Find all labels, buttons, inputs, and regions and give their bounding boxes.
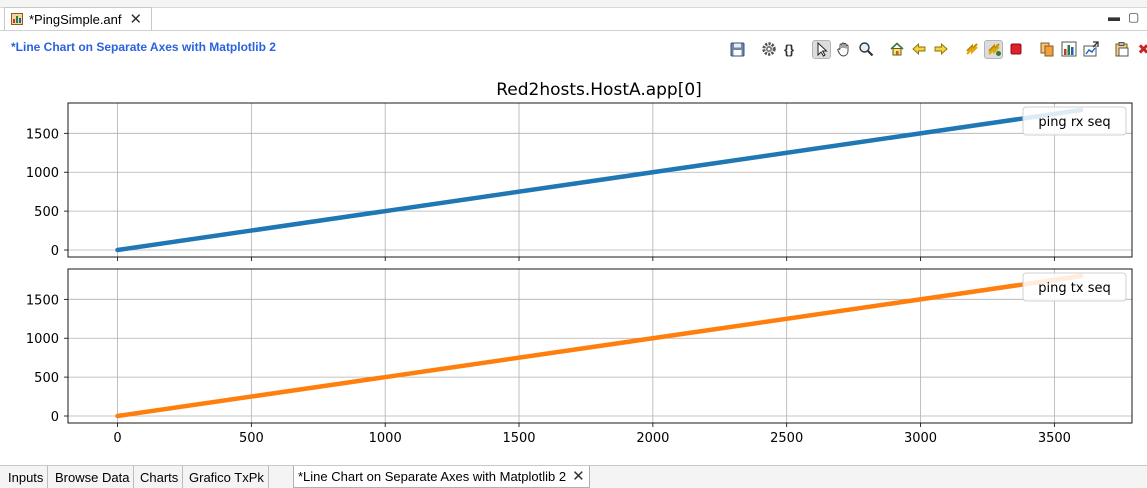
axes-top: 0 500 1000 1500 ping rx seq <box>26 102 1133 261</box>
refresh-icon[interactable] <box>962 40 981 59</box>
copy-icon[interactable] <box>1037 40 1056 59</box>
chart-name-heading: *Line Chart on Separate Axes with Matplo… <box>11 40 276 54</box>
x-tick-label-0: 0 <box>113 431 121 446</box>
tab-line-chart-label: *Line Chart on Separate Axes with Matplo… <box>298 469 567 484</box>
braces-icon[interactable]: {} <box>781 40 800 59</box>
zoom-magnifier-icon[interactable] <box>856 40 875 59</box>
forward-arrow-icon[interactable] <box>931 40 950 59</box>
axes-frame-tx <box>67 268 1133 424</box>
back-arrow-icon[interactable] <box>909 40 928 59</box>
y-tick-label-rx-1: 500 <box>34 205 59 220</box>
settings-gear-icon[interactable] <box>759 40 778 59</box>
matplotlib-figure[interactable]: Red2hosts.HostA.app[0] 0 500 1000 1500 ping … <box>0 70 1147 470</box>
close-red-x-glyph: ✖ <box>1137 40 1147 57</box>
y-tick-label-tx-1: 500 <box>34 371 59 386</box>
tab-charts[interactable]: Charts <box>136 466 184 488</box>
x-tick-labels: 0 500 1000 1500 2000 2500 3000 3500 <box>113 431 1071 446</box>
x-tick-label-5: 2500 <box>770 431 803 446</box>
tab-inputs[interactable]: Inputs <box>4 466 49 488</box>
x-tick-label-4: 2000 <box>636 431 669 446</box>
y-tick-label-rx-3: 1500 <box>26 127 59 142</box>
tab-browse-data[interactable]: Browse Data <box>51 466 135 488</box>
x-tick-label-2: 1000 <box>369 431 402 446</box>
series-line-rx <box>115 107 1084 253</box>
close-red-x-icon[interactable]: ✖ <box>1134 40 1147 59</box>
save-icon[interactable] <box>728 40 747 59</box>
axes-bottom: 0 500 1000 1500 ping tx seq <box>26 268 1133 427</box>
tab-line-chart-active[interactable]: *Line Chart on Separate Axes with Matplo… <box>293 466 590 488</box>
x-tick-label-3: 1500 <box>502 431 535 446</box>
legend-box-tx <box>1022 272 1127 302</box>
svg-text:{}: {} <box>784 42 794 57</box>
legend-box-rx <box>1022 106 1127 136</box>
tab-line-chart-close-icon[interactable]: ✕ <box>572 468 585 485</box>
editor-tab-pingsimple[interactable]: *PingSimple.anf ✕ <box>4 7 152 30</box>
pointer-arrow-icon[interactable] <box>812 39 831 59</box>
editor-tab-bar: *PingSimple.anf ✕ ▬ ▢ <box>0 0 1147 31</box>
chart-toolbar: {} <box>728 38 1147 60</box>
editor-tab-close-icon[interactable]: ✕ <box>129 10 143 28</box>
export-image-icon[interactable] <box>1081 40 1100 59</box>
x-tick-label-1: 500 <box>239 431 264 446</box>
home-icon[interactable] <box>887 40 906 59</box>
title-strip <box>0 0 1147 8</box>
maximize-icon[interactable]: ▢ <box>1128 10 1140 24</box>
minimize-icon[interactable]: ▬ <box>1108 10 1120 24</box>
copy-to-clipboard-icon[interactable] <box>1112 40 1131 59</box>
legend-label-tx: ping tx seq <box>1038 281 1110 296</box>
editor-tab-label: *PingSimple.anf <box>29 11 122 27</box>
legend-label-rx: ping rx seq <box>1038 115 1110 130</box>
axes-frame-rx <box>67 102 1133 258</box>
y-tick-label-rx-2: 1000 <box>26 166 59 181</box>
analysis-file-icon <box>11 13 23 25</box>
bottom-tab-bar: Inputs Browse Data Charts Grafico TxPk *… <box>0 465 1147 488</box>
pan-hand-icon[interactable] <box>834 40 853 59</box>
y-tick-label-tx-0: 0 <box>51 410 59 425</box>
chart-svg: Red2hosts.HostA.app[0] 0 500 1000 1500 ping … <box>26 80 1133 446</box>
y-tick-label-rx-0: 0 <box>51 244 59 259</box>
chart-title: Red2hosts.HostA.app[0] <box>496 80 702 100</box>
series-line-tx <box>115 273 1084 419</box>
x-tick-label-7: 3500 <box>1038 431 1071 446</box>
y-tick-label-tx-3: 1500 <box>26 293 59 308</box>
export-data-icon[interactable] <box>1059 40 1078 59</box>
stop-icon[interactable] <box>1006 40 1025 59</box>
x-tick-label-6: 3000 <box>904 431 937 446</box>
tab-grafico-txpk[interactable]: Grafico TxPk <box>185 466 269 488</box>
auto-refresh-icon[interactable] <box>984 39 1003 59</box>
y-tick-label-tx-2: 1000 <box>26 332 59 347</box>
